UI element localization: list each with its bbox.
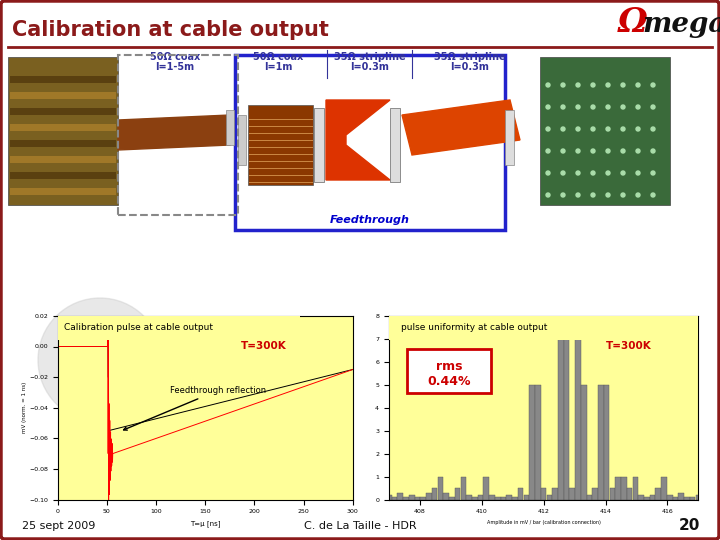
Bar: [489, 495, 495, 500]
Bar: [8, 57, 118, 205]
Text: 50Ω coax: 50Ω coax: [253, 52, 303, 62]
Circle shape: [576, 149, 580, 153]
Bar: [587, 495, 593, 500]
Bar: [472, 497, 477, 500]
Circle shape: [546, 171, 550, 175]
Bar: [639, 495, 644, 500]
Bar: [10, 188, 116, 195]
Bar: [478, 495, 483, 500]
Bar: [564, 339, 570, 500]
Bar: [621, 476, 626, 500]
Bar: [633, 476, 638, 500]
Bar: [505, 110, 514, 165]
Bar: [10, 172, 116, 179]
Circle shape: [651, 127, 655, 131]
Bar: [575, 339, 581, 500]
Bar: [684, 497, 690, 500]
Text: Calibration at cable output: Calibration at cable output: [12, 20, 329, 40]
Circle shape: [561, 193, 565, 197]
Circle shape: [651, 171, 655, 175]
Bar: [649, 495, 655, 500]
Bar: [397, 492, 403, 500]
Bar: [672, 497, 678, 500]
Bar: [616, 476, 621, 500]
Bar: [10, 92, 116, 99]
Text: 50Ω coax: 50Ω coax: [150, 52, 200, 62]
Bar: [558, 339, 564, 500]
Circle shape: [606, 193, 610, 197]
Bar: [552, 488, 558, 500]
Text: 35Ω stripline: 35Ω stripline: [334, 52, 406, 62]
Bar: [432, 488, 438, 500]
Circle shape: [546, 149, 550, 153]
Bar: [392, 497, 397, 500]
Bar: [248, 105, 313, 185]
Bar: [58, 316, 300, 340]
Text: 0.44%: 0.44%: [428, 375, 471, 388]
Bar: [610, 488, 615, 500]
Bar: [10, 156, 116, 163]
X-axis label: Amplitude in mV / bar (calibration connection): Amplitude in mV / bar (calibration conne…: [487, 520, 600, 525]
Text: mega: mega: [642, 10, 720, 37]
Circle shape: [621, 105, 625, 109]
Bar: [598, 384, 603, 500]
Circle shape: [651, 105, 655, 109]
Circle shape: [561, 83, 565, 87]
Circle shape: [651, 193, 655, 197]
Circle shape: [621, 193, 625, 197]
Text: rms: rms: [436, 360, 462, 373]
Bar: [449, 497, 454, 500]
Bar: [10, 124, 116, 131]
Circle shape: [606, 83, 610, 87]
Circle shape: [606, 171, 610, 175]
Circle shape: [576, 127, 580, 131]
Bar: [655, 488, 661, 500]
Bar: [455, 488, 460, 500]
Circle shape: [636, 105, 640, 109]
Bar: [644, 497, 649, 500]
Text: l=1-5m: l=1-5m: [156, 62, 194, 72]
Bar: [390, 108, 400, 182]
Bar: [506, 495, 512, 500]
Circle shape: [621, 83, 625, 87]
Bar: [604, 384, 609, 500]
Circle shape: [546, 127, 550, 131]
Text: Feedthrough: Feedthrough: [330, 215, 410, 225]
Bar: [541, 488, 546, 500]
Text: T=300K: T=300K: [606, 341, 652, 351]
Bar: [10, 76, 116, 83]
Circle shape: [576, 105, 580, 109]
Bar: [10, 140, 116, 147]
Bar: [540, 57, 670, 205]
Text: 35Ω stripline: 35Ω stripline: [434, 52, 506, 62]
Bar: [529, 384, 535, 500]
Circle shape: [591, 171, 595, 175]
Text: 20: 20: [679, 518, 700, 534]
Bar: [10, 108, 116, 115]
Circle shape: [546, 105, 550, 109]
Circle shape: [576, 171, 580, 175]
Bar: [627, 488, 632, 500]
Bar: [386, 495, 392, 500]
Text: Calibration pulse at cable output: Calibration pulse at cable output: [63, 323, 212, 332]
Bar: [484, 476, 489, 500]
Bar: [500, 497, 506, 500]
Text: l=0.3m: l=0.3m: [451, 62, 490, 72]
Bar: [518, 488, 523, 500]
Circle shape: [636, 127, 640, 131]
Circle shape: [576, 193, 580, 197]
Bar: [690, 497, 696, 500]
Circle shape: [621, 171, 625, 175]
X-axis label: T=μ [ns]: T=μ [ns]: [190, 520, 220, 526]
Circle shape: [591, 127, 595, 131]
Bar: [581, 384, 587, 500]
Circle shape: [591, 105, 595, 109]
Bar: [535, 384, 541, 500]
Bar: [408, 349, 491, 393]
Circle shape: [591, 149, 595, 153]
Bar: [403, 497, 409, 500]
Y-axis label: mV (norm. = 1 ns): mV (norm. = 1 ns): [22, 382, 27, 433]
Polygon shape: [118, 115, 230, 150]
Text: pulse uniformity at cable output: pulse uniformity at cable output: [401, 323, 547, 332]
